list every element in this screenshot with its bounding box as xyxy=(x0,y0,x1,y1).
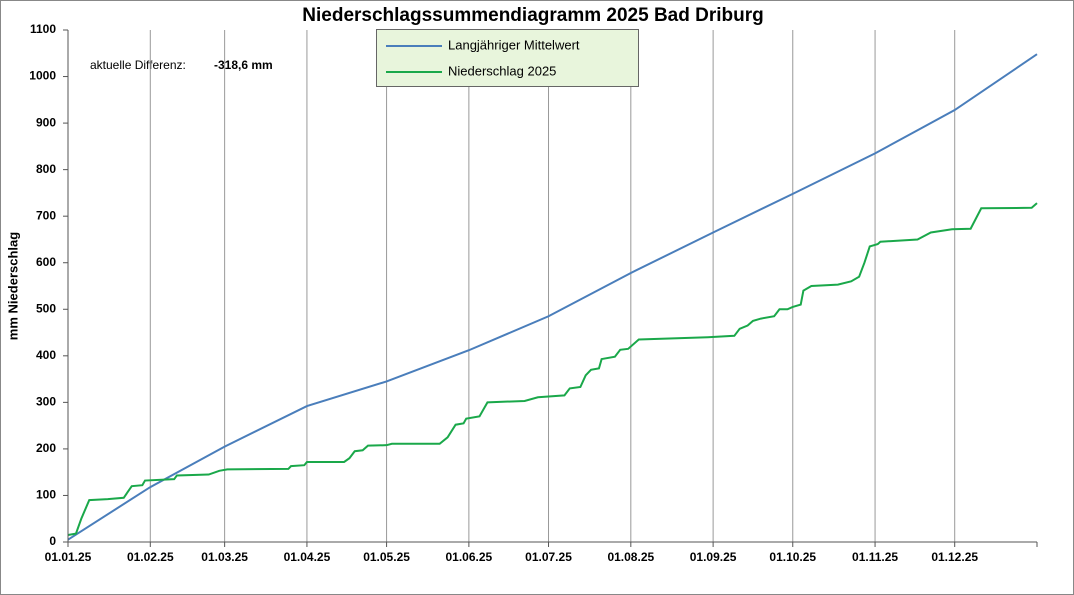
x-tick-label: 01.11.25 xyxy=(852,550,898,564)
chart-title: Niederschlagssummendiagramm 2025 Bad Dri… xyxy=(302,5,763,26)
x-tick-label: 01.07.25 xyxy=(525,550,572,564)
x-tick-label: 01.04.25 xyxy=(284,550,331,564)
x-tick-label: 01.01.25 xyxy=(45,550,92,564)
x-tick-label: 01.05.25 xyxy=(363,550,410,564)
y-tick-label: 200 xyxy=(36,441,56,455)
annotation-value: -318,6 mm xyxy=(214,58,273,72)
x-tick-label: 01.12.25 xyxy=(931,550,978,564)
y-tick-label: 1000 xyxy=(29,69,56,83)
y-tick-label: 300 xyxy=(36,395,56,409)
y-axis-label: mm Niederschlag xyxy=(5,232,20,340)
y-tick-label: 400 xyxy=(36,348,56,362)
x-tick-label: 01.10.25 xyxy=(769,550,816,564)
annotation-box xyxy=(82,52,302,80)
legend xyxy=(376,29,639,87)
x-tick-label: 01.03.25 xyxy=(201,550,248,564)
y-tick-label: 0 xyxy=(49,534,56,548)
annotation-label: aktuelle Differenz: xyxy=(90,58,186,72)
y-tick-label: 900 xyxy=(36,115,56,129)
legend-label: Niederschlag 2025 xyxy=(448,63,556,78)
y-tick-label: 600 xyxy=(36,255,56,269)
y-tick-label: 800 xyxy=(36,162,56,176)
data-line xyxy=(67,202,1038,537)
legend-label: Langjähriger Mittelwert xyxy=(448,37,580,52)
x-tick-label: 01.02.25 xyxy=(127,550,174,564)
x-tick-label: 01.08.25 xyxy=(607,550,654,564)
y-tick-label: 700 xyxy=(36,208,56,222)
y-tick-label: 1100 xyxy=(30,22,56,36)
data-line xyxy=(67,53,1038,541)
y-tick-label: 100 xyxy=(36,488,56,502)
x-tick-label: 01.06.25 xyxy=(446,550,493,564)
x-tick-label: 01.09.25 xyxy=(690,550,737,564)
y-tick-label: 500 xyxy=(36,301,56,315)
